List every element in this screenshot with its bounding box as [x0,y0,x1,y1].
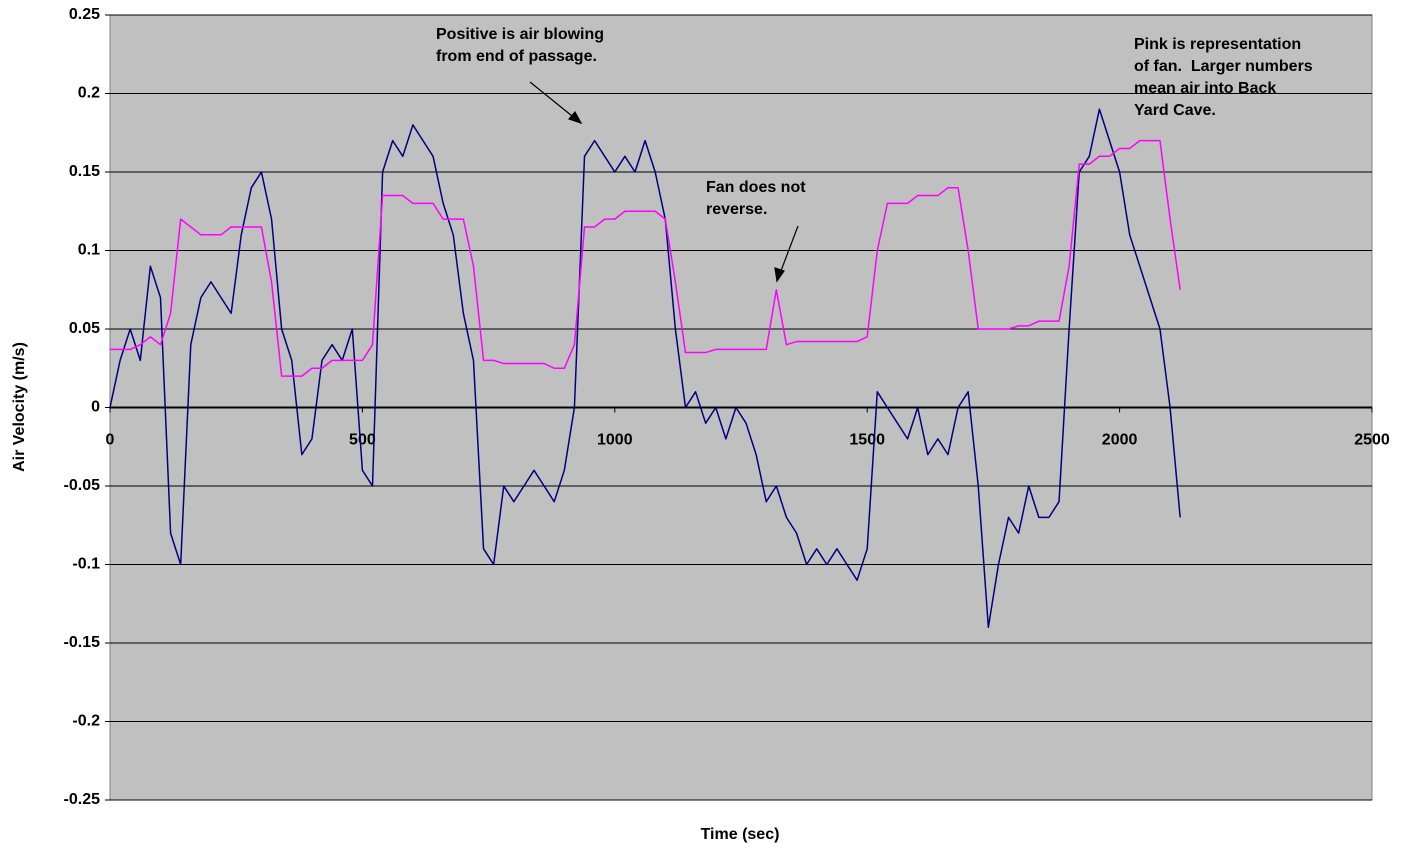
annotation: Positive is air blowing [436,26,604,43]
arrow [529,81,578,121]
annotation: Fan does not [706,179,806,196]
annotation: Pink is representation [1134,36,1301,53]
data-line [109,108,1181,629]
y-tick-label: -0.1 [72,556,100,573]
y-tick-label: 0.2 [78,85,100,102]
y-tick-label: -0.05 [64,477,101,494]
arrowhead [567,110,583,125]
y-tick-label: 0.05 [69,320,100,337]
x-axis-label: Time (sec) [701,826,780,843]
x-tick-label: 1000 [597,432,633,449]
x-tick-label: 2500 [1354,432,1390,449]
arrows [529,81,799,283]
arrowhead [774,267,785,283]
annotation: mean air into Back [1134,80,1276,97]
x-tick-label: 2000 [1102,432,1138,449]
annotation: Yard Cave. [1134,102,1216,119]
y-tick-label: -0.25 [64,791,101,808]
annotation: from end of passage. [436,48,597,65]
y-tick-label: 0.1 [78,242,100,259]
y-tick-label: 0 [91,399,100,416]
y-axis-label: Air Velocity (m/s) [11,342,28,472]
x-tick-label: 1500 [849,432,885,449]
y-tick-label: 0.25 [69,6,100,23]
annotation: reverse. [706,201,767,218]
y-tick-label: -0.15 [64,634,101,651]
annotation: of fan. Larger numbers [1134,58,1313,75]
data-line [110,139,1181,377]
y-tick-label: -0.2 [72,713,100,730]
x-tick-label: 500 [349,432,376,449]
x-tick-label: 0 [106,432,115,449]
y-tick-label: 0.15 [69,163,100,180]
